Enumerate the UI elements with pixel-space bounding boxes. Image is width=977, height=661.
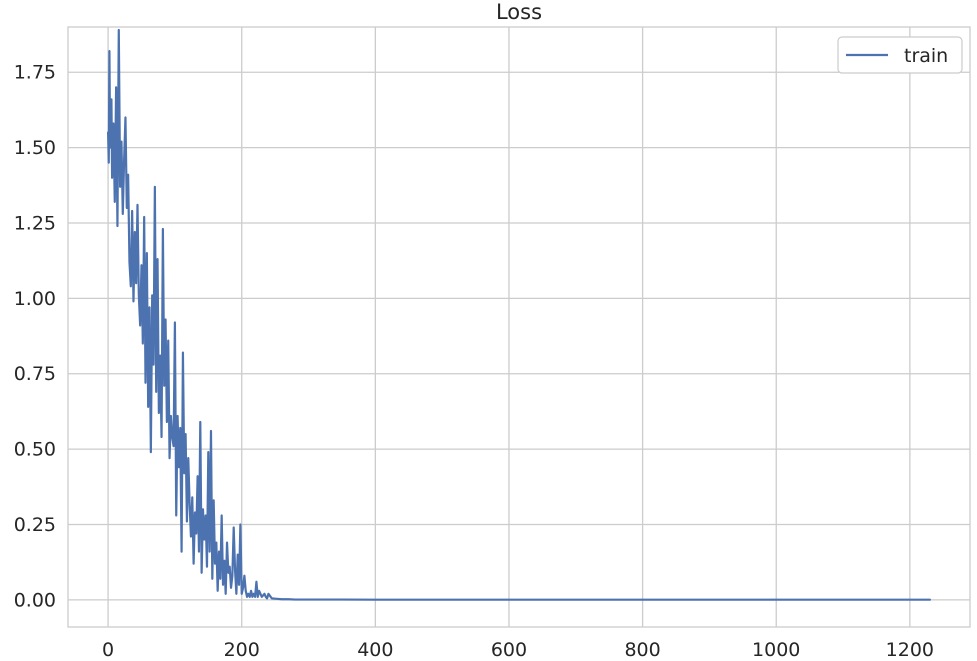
y-tick-label: 0.50: [14, 439, 56, 461]
x-tick-label: 400: [357, 639, 393, 661]
legend-box: [837, 36, 963, 74]
x-tick-label: 800: [624, 639, 660, 661]
grid-layer: [67, 26, 971, 628]
series-layer: [106, 28, 932, 601]
chart-title: Loss: [496, 0, 542, 24]
x-tick-label: 0: [102, 639, 114, 661]
y-tick-label: 1.75: [14, 62, 56, 84]
y-tick-label: 0.00: [14, 589, 56, 611]
y-tick-label: 0.75: [14, 363, 56, 385]
x-tick-label: 600: [491, 639, 527, 661]
x-tick-label: 1200: [886, 639, 934, 661]
x-tick-label: 200: [224, 639, 260, 661]
legend-label-train: train: [904, 45, 948, 67]
legend: train: [837, 36, 963, 74]
series-line-train: [106, 28, 932, 601]
x-tick-label: 1000: [752, 639, 800, 661]
y-tick-label: 1.25: [14, 212, 56, 234]
y-tick-label: 1.50: [14, 137, 56, 159]
axis-layer: 0 200 400 600 800 1000 1200 0.00 0.25 0.50 0.75 1.0…: [14, 62, 934, 661]
y-tick-label: 0.25: [14, 514, 56, 536]
plot-frame: [67, 26, 971, 628]
y-tick-label: 1.00: [14, 288, 56, 310]
